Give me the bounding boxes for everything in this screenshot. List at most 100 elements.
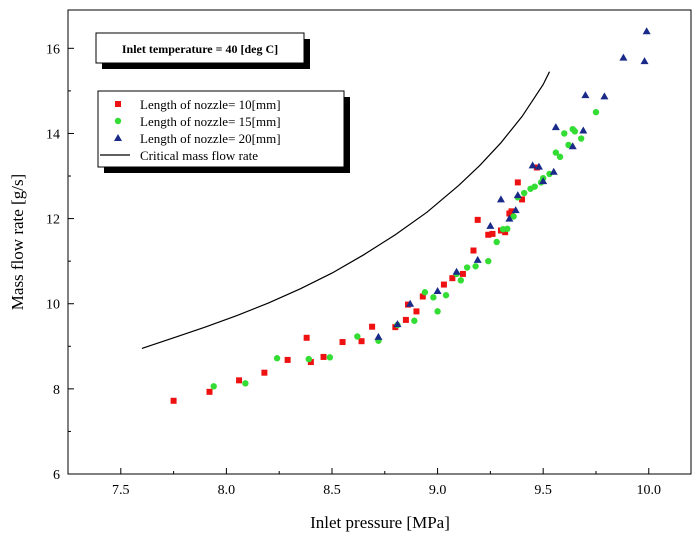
data-point-circle xyxy=(434,308,441,315)
y-axis-label: Mass flow rate [g/s] xyxy=(8,174,27,310)
data-point-circle xyxy=(520,189,528,197)
data-point-square xyxy=(419,293,426,300)
data-point-circle xyxy=(411,317,418,324)
data-point-circle xyxy=(472,263,479,270)
data-point-square xyxy=(459,270,466,277)
x-tick-label: 8.0 xyxy=(218,483,236,498)
data-point-circle xyxy=(561,130,568,137)
data-point-circle xyxy=(430,294,437,301)
y-tick-label: 8 xyxy=(53,383,60,398)
data-point-circle xyxy=(421,289,429,296)
x-axis-label: Inlet pressure [MPa] xyxy=(310,513,450,532)
data-point-square xyxy=(170,397,177,404)
data-point-triangle xyxy=(568,142,577,150)
data-point-square xyxy=(470,247,477,254)
x-tick-label: 7.5 xyxy=(112,483,130,498)
data-point-circle xyxy=(242,380,249,387)
data-point-square xyxy=(485,231,492,238)
data-point-circle xyxy=(463,264,471,271)
data-point-square xyxy=(514,179,521,186)
data-point-square xyxy=(236,377,243,384)
data-point-circle xyxy=(565,141,572,149)
data-point-square xyxy=(474,216,481,223)
data-point-triangle xyxy=(619,53,628,61)
data-point-triangle xyxy=(551,123,560,131)
data-point-triangle xyxy=(642,27,651,35)
data-point-circle xyxy=(510,213,517,220)
data-point-circle xyxy=(571,128,579,135)
data-point-circle xyxy=(457,277,465,284)
data-point-triangle xyxy=(505,214,514,222)
data-point-triangle xyxy=(600,92,609,100)
data-point-square xyxy=(413,308,420,315)
data-point-square xyxy=(369,323,376,330)
data-point-circle xyxy=(442,292,450,299)
plot-frame xyxy=(67,9,692,475)
data-point-triangle xyxy=(528,161,537,169)
data-point-triangle xyxy=(406,299,415,307)
data-point-circle xyxy=(210,383,217,390)
y-axis-ticks: 6 8 10 12 14 16 xyxy=(46,42,74,483)
data-point-square xyxy=(284,356,291,363)
data-point-triangle xyxy=(513,191,522,199)
data-point-triangle xyxy=(496,195,505,203)
x-tick-label: 10.0 xyxy=(637,483,662,498)
data-point-triangle xyxy=(393,320,402,328)
data-point-square xyxy=(508,208,515,215)
data-point-square xyxy=(206,388,213,395)
data-point-square xyxy=(307,359,314,366)
data-point-triangle xyxy=(511,206,520,214)
x-tick-label: 9.5 xyxy=(534,483,552,498)
data-point-triangle xyxy=(640,57,649,65)
data-point-square xyxy=(449,275,456,282)
critical-mass-flow-line xyxy=(141,71,551,349)
data-point-square xyxy=(440,281,447,288)
data-point-circle xyxy=(556,153,564,161)
x-tick-label: 8.5 xyxy=(323,483,341,498)
y-tick-label: 12 xyxy=(46,213,60,228)
data-marks xyxy=(141,27,651,404)
data-point-triangle xyxy=(374,332,383,340)
data-point-square xyxy=(402,316,409,323)
y-tick-label: 16 xyxy=(46,42,60,57)
data-point-circle xyxy=(485,257,492,265)
data-point-square xyxy=(320,353,327,360)
data-point-square xyxy=(519,196,526,203)
y-tick-label: 6 xyxy=(53,468,60,483)
legend-entry-label: Critical mass flow rate xyxy=(140,148,258,163)
legend-entry-label: Length of nozzle= 15[mm] xyxy=(140,114,281,129)
annotation-text: Inlet temperature = 40 [deg C] xyxy=(122,42,278,56)
data-point-circle xyxy=(577,135,585,142)
data-point-square xyxy=(261,369,268,376)
data-point-circle xyxy=(592,108,600,116)
annotation-box: Inlet temperature = 40 [deg C] xyxy=(95,32,310,69)
data-point-triangle xyxy=(433,286,442,294)
data-point-square xyxy=(303,334,310,341)
data-point-triangle xyxy=(486,221,495,229)
legend: Length of nozzle= 10[mm] Length of nozzle… xyxy=(97,90,350,173)
data-point-circle xyxy=(493,238,500,246)
x-axis-ticks: 7.5 8.0 8.5 9.0 9.5 10.0 xyxy=(112,468,661,498)
data-point-triangle xyxy=(452,267,461,275)
data-point-square xyxy=(502,229,509,236)
data-point-square xyxy=(358,338,365,345)
data-point-circle xyxy=(305,355,312,363)
data-point-circle xyxy=(546,170,553,178)
x-tick-label: 9.0 xyxy=(429,483,447,498)
data-point-triangle xyxy=(581,91,590,99)
data-point-square xyxy=(489,230,496,237)
legend-swatch-square xyxy=(115,101,121,107)
data-point-circle xyxy=(273,355,281,362)
data-point-triangle xyxy=(534,162,543,170)
data-point-triangle xyxy=(473,255,482,263)
y-tick-label: 14 xyxy=(46,127,60,142)
y-tick-label: 10 xyxy=(46,298,60,313)
data-point-triangle xyxy=(539,177,548,185)
data-point-triangle xyxy=(579,126,588,134)
data-point-circle xyxy=(354,333,361,340)
data-point-circle xyxy=(326,354,334,361)
data-point-triangle xyxy=(549,167,558,175)
legend-swatch-triangle xyxy=(114,134,122,141)
data-point-circle xyxy=(552,149,560,156)
